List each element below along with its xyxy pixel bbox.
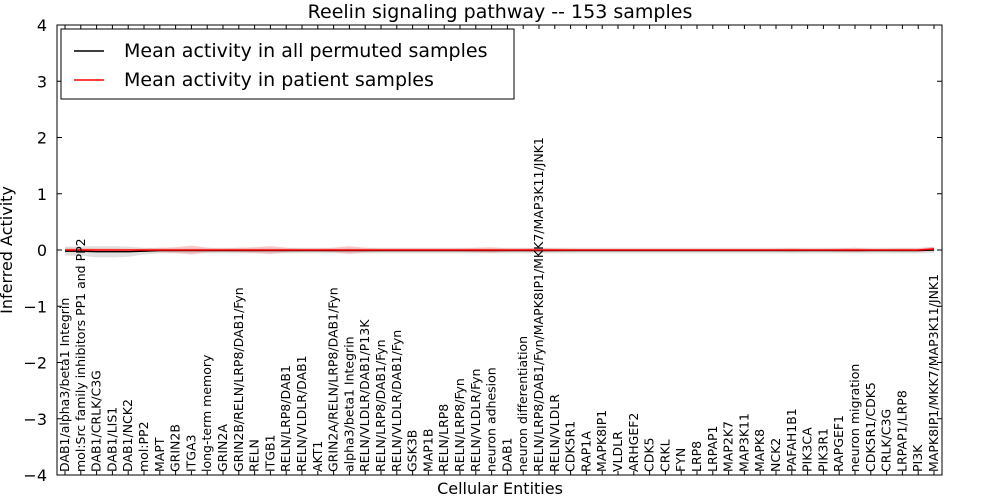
y-tick-label: −2: [23, 354, 47, 373]
x-tick-label: alpha3/beta1 Integrin: [341, 336, 356, 472]
y-tick-label: −1: [23, 297, 47, 316]
x-tick-label: ARHGEF2: [626, 413, 641, 472]
x-tick-label: DAB1: [499, 438, 514, 473]
confidence-bands: [65, 245, 934, 258]
x-tick-label: RAP1A: [578, 431, 593, 472]
x-tick-label: PIK3CA: [800, 427, 815, 472]
y-axis-label: Inferred Activity: [0, 186, 16, 314]
x-tick-label: RELN/VLDLR/DAB1/P13K: [357, 319, 372, 472]
x-tick-label: CDK5R1: [563, 421, 578, 472]
y-tick-label: −4: [23, 466, 47, 485]
y-tick-label: −3: [23, 410, 47, 429]
x-tick-label: MAP2K7: [721, 421, 736, 472]
x-tick-label: DAB1/CRLK/C3G: [89, 370, 104, 472]
x-tick-label: mol:PP2: [136, 421, 151, 472]
x-tick-label: neuron adhesion: [484, 367, 499, 472]
x-tick-label: CDK5R1/CDK5: [863, 382, 878, 472]
x-tick-label: GSK3B: [405, 430, 420, 472]
legend-label-0: Mean activity in all permuted samples: [124, 40, 487, 62]
x-tick-label: PI3K: [910, 444, 925, 472]
x-tick-label: MAP3K11: [736, 413, 751, 472]
x-tick-label: MAPK8: [752, 429, 767, 472]
x-tick-label: DAB1/NCK2: [120, 399, 135, 472]
x-tick-label: RELN/LRP8/Fyn: [452, 378, 467, 472]
x-tick-label: DAB1/alpha3/beta1 Integrin: [57, 298, 72, 472]
x-tick-label: neuron migration: [847, 364, 862, 472]
x-tick-label: RELN/LRP8/DAB1/Fyn/MAPK8IP1/MKK7/MAP3K11…: [531, 137, 546, 472]
legend-box: [60, 28, 515, 100]
y-axis: −4 −3 −2 −1 0 1 2 3 4: [23, 16, 942, 485]
x-tick-label: FYN: [673, 448, 688, 472]
x-tick-label: LRPAP1/LRP8: [894, 390, 909, 472]
x-tick-label: PIK3R1: [815, 428, 830, 472]
x-tick-label: RELN/LRP8: [436, 404, 451, 472]
x-tick-label: mol:Src family inhibitors PP1 and PP2: [73, 238, 88, 472]
x-tick-label: LRP8: [689, 441, 704, 472]
x-axis: DAB1/alpha3/beta1 Integrin mol:Src family…: [57, 25, 941, 475]
x-tick-label: RELN/VLDLR: [547, 394, 562, 472]
x-tick-label: CRLK/C3G: [879, 409, 894, 472]
x-tick-label: MAPT: [152, 437, 167, 472]
chart-title: Reelin signaling pathway -- 153 samples: [308, 1, 693, 23]
x-tick-label: NCK2: [768, 438, 783, 472]
x-tick-label: MAPK8IP1: [594, 410, 609, 472]
x-tick-label: AKT1: [310, 441, 325, 472]
x-tick-label: long-term memory: [199, 354, 214, 472]
series-lines: [65, 248, 935, 253]
x-tick-label: RELN/VLDLR/DAB1/Fyn: [389, 330, 404, 472]
x-tick-label: ITGB1: [262, 434, 277, 472]
x-tick-label: GRIN2A: [215, 424, 230, 472]
legend-label-1: Mean activity in patient samples: [124, 69, 434, 91]
legend: Mean activity in all permuted samples Mea…: [60, 28, 515, 100]
x-tick-label: MAPK8IP1/MKK7/MAP3K11/JNK1: [926, 274, 941, 472]
x-tick-label: RELN/VLDLR/Fyn: [468, 369, 483, 472]
x-tick-label: GRIN2B/RELN/LRP8/DAB1/Fyn: [231, 287, 246, 472]
x-tick-label: RELN/LRP8/DAB1/Fyn: [373, 339, 388, 472]
x-tick-label: RELN/VLDLR/DAB1: [294, 355, 309, 472]
y-tick-label: 3: [37, 72, 47, 91]
x-tick-label: VLDLR: [610, 431, 625, 472]
series-line-1: [65, 248, 935, 251]
x-axis-label: Cellular Entities: [437, 479, 563, 498]
x-tick-label: ITGA3: [183, 434, 198, 472]
x-tick-label: RELN: [247, 439, 262, 472]
x-tick-label: DAB1/LIS1: [104, 407, 119, 472]
x-tick-label: CDK5: [642, 437, 657, 472]
x-tick-label: MAP1B: [420, 429, 435, 472]
y-tick-label: 0: [37, 241, 47, 260]
x-tick-label: GRIN2A/RELN/LRP8/DAB1/Fyn: [326, 287, 341, 472]
x-tick-label: RAPGEF1: [831, 415, 846, 472]
x-tick-label: CRKL: [657, 439, 672, 472]
x-tick-label: RELN/LRP8/DAB1: [278, 365, 293, 472]
x-tick-label: LRPAP1: [705, 426, 720, 472]
y-tick-label: 4: [37, 16, 47, 35]
x-tick-label: GRIN2B: [168, 424, 183, 472]
y-tick-label: 1: [37, 185, 47, 204]
x-tick-label: PAFAH1B1: [784, 408, 799, 472]
y-tick-label: 2: [37, 129, 47, 148]
x-tick-label: neuron differentiation: [515, 336, 530, 472]
